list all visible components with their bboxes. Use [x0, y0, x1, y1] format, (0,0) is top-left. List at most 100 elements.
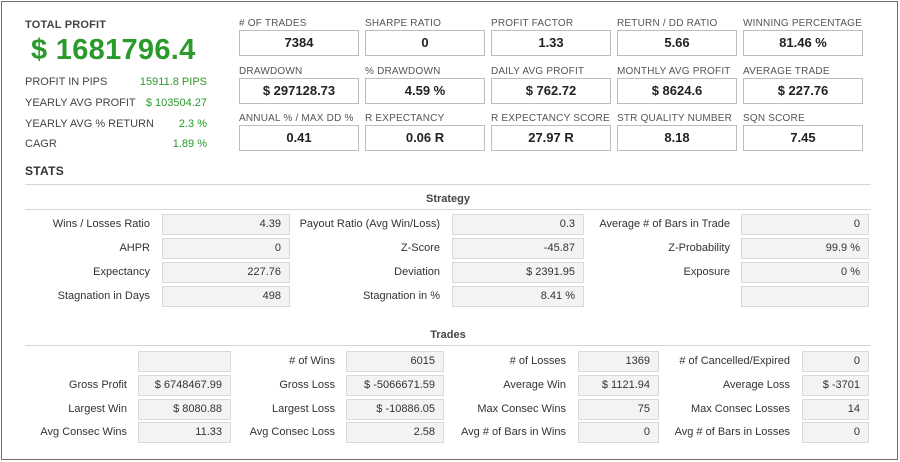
- strategy-value: 4.39: [162, 214, 290, 235]
- strategy-value: 0.3: [452, 214, 584, 235]
- trades-label: # of Cancelled/Expired: [679, 355, 790, 367]
- metric-label: R EXPECTANCY SCORE: [491, 113, 610, 124]
- metric-value: $ 297128.73: [239, 78, 359, 104]
- metric-value: $ 227.76: [743, 78, 863, 104]
- metric-value: 7384: [239, 30, 359, 56]
- metric-value: 7.45: [743, 125, 863, 151]
- metric-label: SQN SCORE: [743, 113, 805, 124]
- trades-value: $ -5066671.59: [346, 375, 444, 396]
- metric-card: R EXPECTANCY SCORE 27.97 R: [491, 113, 613, 153]
- trades-value: 2.58: [346, 422, 444, 443]
- strategy-label: Z-Probability: [668, 242, 730, 254]
- summary-label: PROFIT IN PIPS: [25, 76, 108, 88]
- metric-card: AVERAGE TRADE $ 227.76: [743, 66, 865, 106]
- trades-label: # of Losses: [509, 355, 566, 367]
- summary-value: $ 103504.27: [145, 97, 207, 109]
- summary-label: YEARLY AVG PROFIT: [25, 97, 136, 109]
- trades-value: 1369: [578, 351, 659, 372]
- trades-label: Gross Profit: [68, 379, 127, 391]
- metric-label: STR QUALITY NUMBER: [617, 113, 733, 124]
- strategy-value: 227.76: [162, 262, 290, 283]
- trades-label: Average Win: [503, 379, 566, 391]
- summary-label: YEARLY AVG % RETURN: [25, 118, 154, 130]
- trades-value: 11.33: [138, 422, 231, 443]
- metric-label: SHARPE RATIO: [365, 18, 442, 29]
- trades-label: Max Consec Losses: [690, 403, 790, 415]
- metric-label: DAILY AVG PROFIT: [491, 66, 585, 77]
- metric-label: AVERAGE TRADE: [743, 66, 830, 77]
- metric-value: 0.41: [239, 125, 359, 151]
- strategy-heading: Strategy: [425, 193, 471, 205]
- trades-label: Max Consec Wins: [477, 403, 566, 415]
- trades-value: 6015: [346, 351, 444, 372]
- metric-value: 8.18: [617, 125, 737, 151]
- metric-card: SHARPE RATIO 0: [365, 18, 487, 58]
- metric-value: $ 762.72: [491, 78, 611, 104]
- metric-value: 27.97 R: [491, 125, 611, 151]
- divider: [25, 209, 871, 210]
- metric-card: ANNUAL % / MAX DD % 0.41: [239, 113, 361, 153]
- summary-value: 15911.8 PIPS: [139, 76, 207, 88]
- metric-card: R EXPECTANCY 0.06 R: [365, 113, 487, 153]
- trades-value: 75: [578, 399, 659, 420]
- strategy-value: 8.41 %: [452, 286, 584, 307]
- trades-value: $ -10886.05: [346, 399, 444, 420]
- trades-value: $ -3701: [802, 375, 869, 396]
- summary-value: 1.89 %: [172, 138, 207, 150]
- trades-label: Avg Consec Wins: [40, 426, 127, 438]
- metric-value: 81.46 %: [743, 30, 863, 56]
- trades-value: 0: [578, 422, 659, 443]
- trades-label: Average Loss: [722, 379, 790, 391]
- metric-label: RETURN / DD RATIO: [617, 18, 718, 29]
- metric-card: DRAWDOWN $ 297128.73: [239, 66, 361, 106]
- metric-value: 1.33: [491, 30, 611, 56]
- metric-value: $ 8624.6: [617, 78, 737, 104]
- strategy-value: 0 %: [741, 262, 869, 283]
- summary-row: PROFIT IN PIPS 15911.8 PIPS: [25, 76, 207, 92]
- metric-label: PROFIT FACTOR: [491, 18, 574, 29]
- trades-value: $ 1121.94: [578, 375, 659, 396]
- metric-value: 4.59 %: [365, 78, 485, 104]
- stats-heading: STATS: [25, 164, 65, 178]
- metric-card: WINNING PERCENTAGE 81.46 %: [743, 18, 865, 58]
- trades-value: 0: [802, 351, 869, 372]
- strategy-value: [741, 286, 869, 307]
- trades-label: Gross Loss: [279, 379, 335, 391]
- summary-value: 2.3 %: [178, 118, 207, 130]
- trades-heading: Trades: [430, 329, 466, 341]
- strategy-label: AHPR: [119, 242, 150, 254]
- strategy-value: -45.87: [452, 238, 584, 259]
- divider: [25, 184, 871, 185]
- trades-label: Avg Consec Loss: [249, 426, 335, 438]
- metric-value: 0.06 R: [365, 125, 485, 151]
- strategy-label: Z-Score: [400, 242, 440, 254]
- summary-row: YEARLY AVG % RETURN 2.3 %: [25, 118, 207, 134]
- trades-value: [138, 351, 231, 372]
- strategy-label: Deviation: [394, 266, 440, 278]
- divider: [25, 345, 871, 346]
- metric-label: ANNUAL % / MAX DD %: [239, 113, 354, 124]
- trades-value: $ 6748467.99: [138, 375, 231, 396]
- metric-card: # OF TRADES 7384: [239, 18, 361, 58]
- strategy-label: Exposure: [683, 266, 730, 278]
- strategy-label: Payout Ratio (Avg Win/Loss): [299, 218, 440, 230]
- metric-label: WINNING PERCENTAGE: [743, 18, 862, 29]
- summary-label: CAGR: [25, 138, 57, 150]
- strategy-value: 0: [162, 238, 290, 259]
- strategy-label: Stagnation in %: [362, 290, 440, 302]
- metric-label: R EXPECTANCY: [365, 113, 445, 124]
- metric-label: # OF TRADES: [239, 18, 307, 29]
- summary-row: CAGR 1.89 %: [25, 138, 207, 154]
- metric-label: % DRAWDOWN: [365, 66, 441, 77]
- metric-card: PROFIT FACTOR 1.33: [491, 18, 613, 58]
- metric-value: 5.66: [617, 30, 737, 56]
- metric-card: % DRAWDOWN 4.59 %: [365, 66, 487, 106]
- trades-label: # of Wins: [289, 355, 335, 367]
- trades-value: 14: [802, 399, 869, 420]
- metric-card: RETURN / DD RATIO 5.66: [617, 18, 739, 58]
- strategy-value: $ 2391.95: [452, 262, 584, 283]
- strategy-label: Stagnation in Days: [57, 290, 150, 302]
- summary-row: YEARLY AVG PROFIT $ 103504.27: [25, 97, 207, 113]
- metric-card: DAILY AVG PROFIT $ 762.72: [491, 66, 613, 106]
